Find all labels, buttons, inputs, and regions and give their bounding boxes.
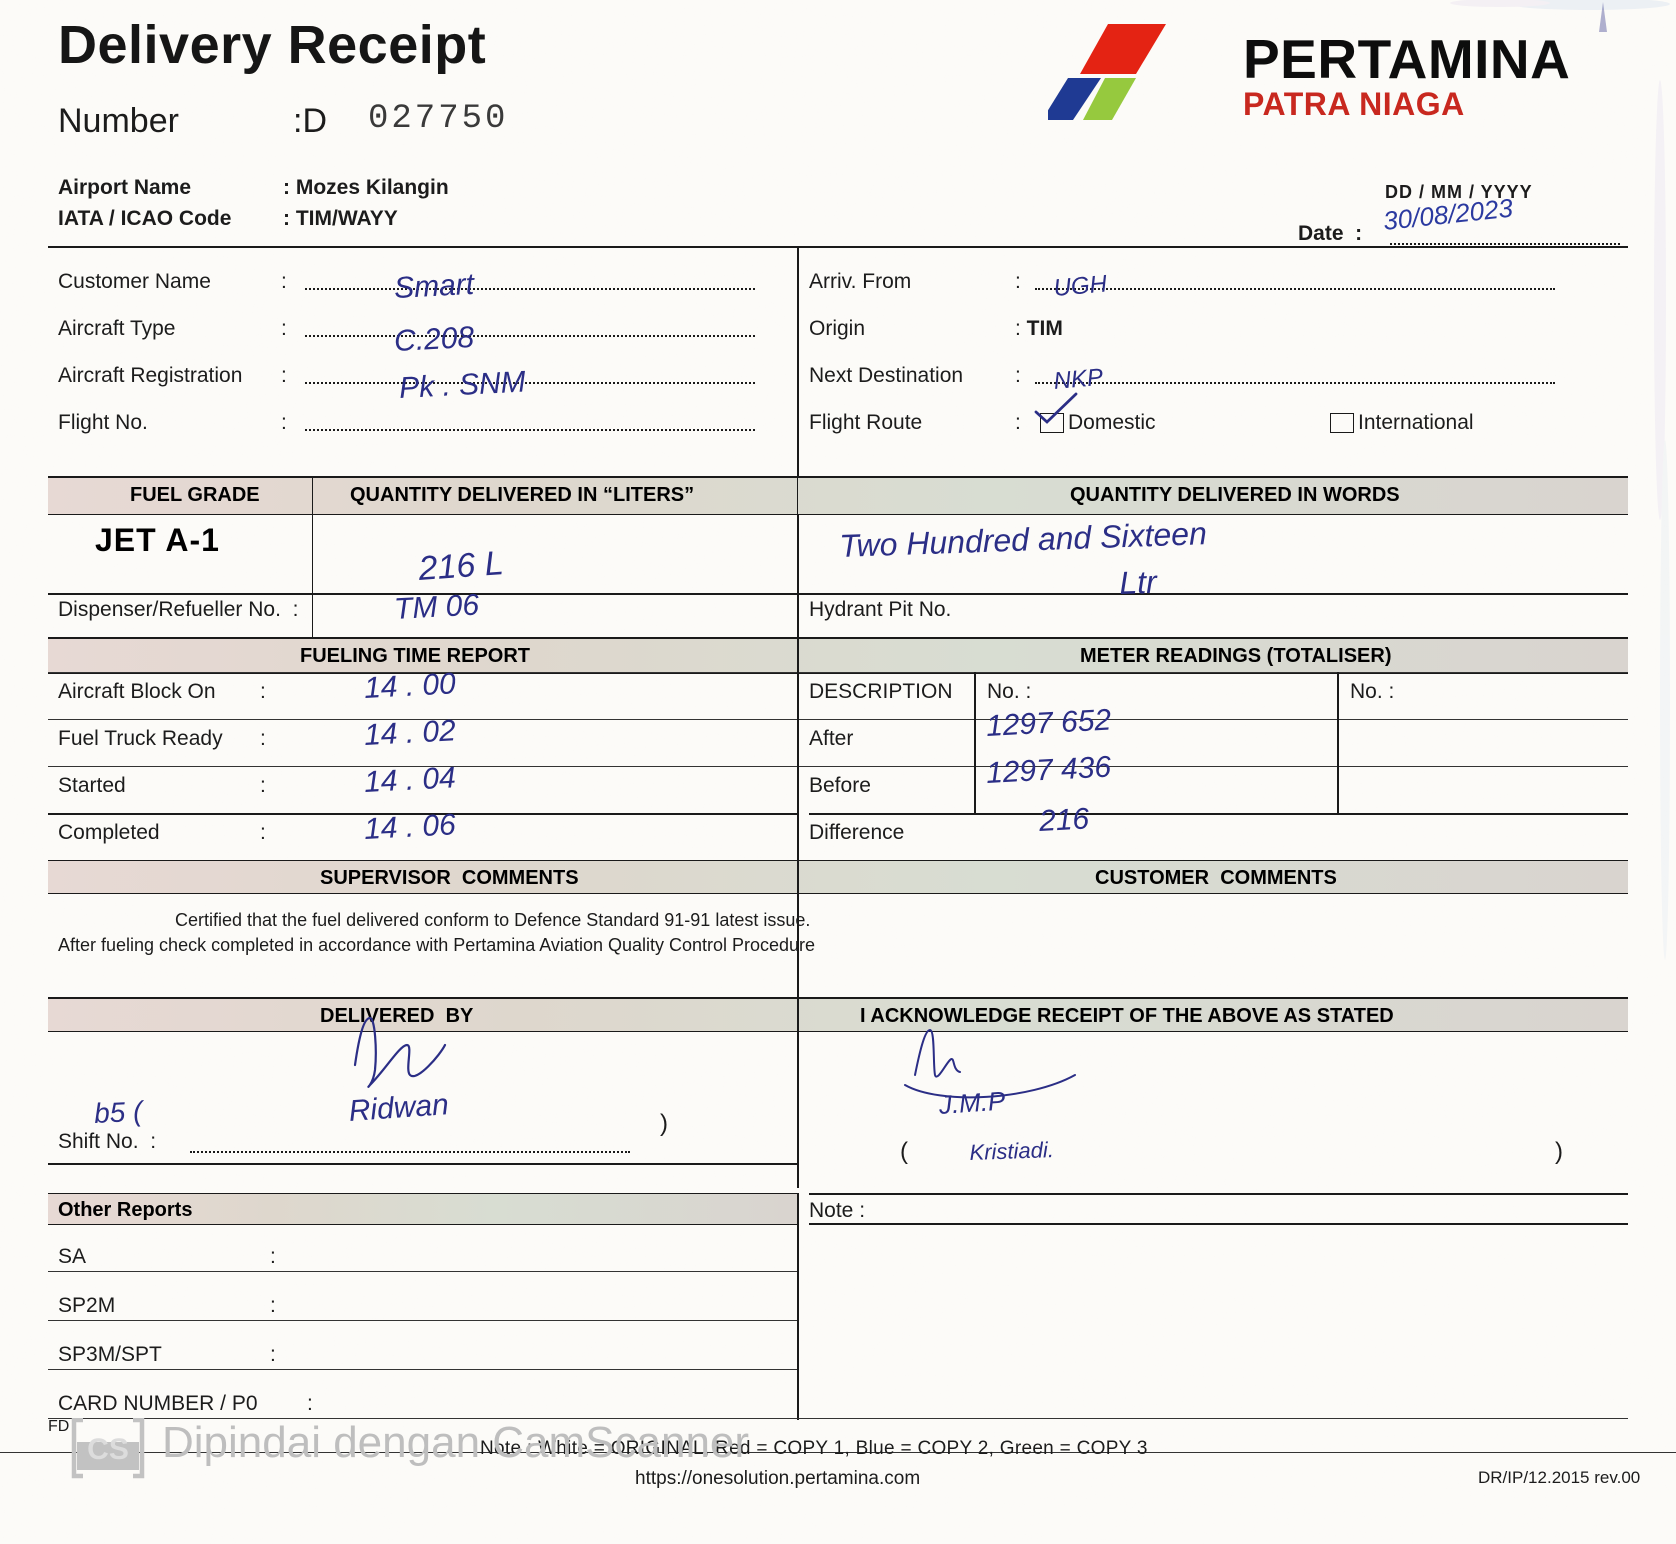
svg-text:CS: CS	[87, 1433, 129, 1466]
